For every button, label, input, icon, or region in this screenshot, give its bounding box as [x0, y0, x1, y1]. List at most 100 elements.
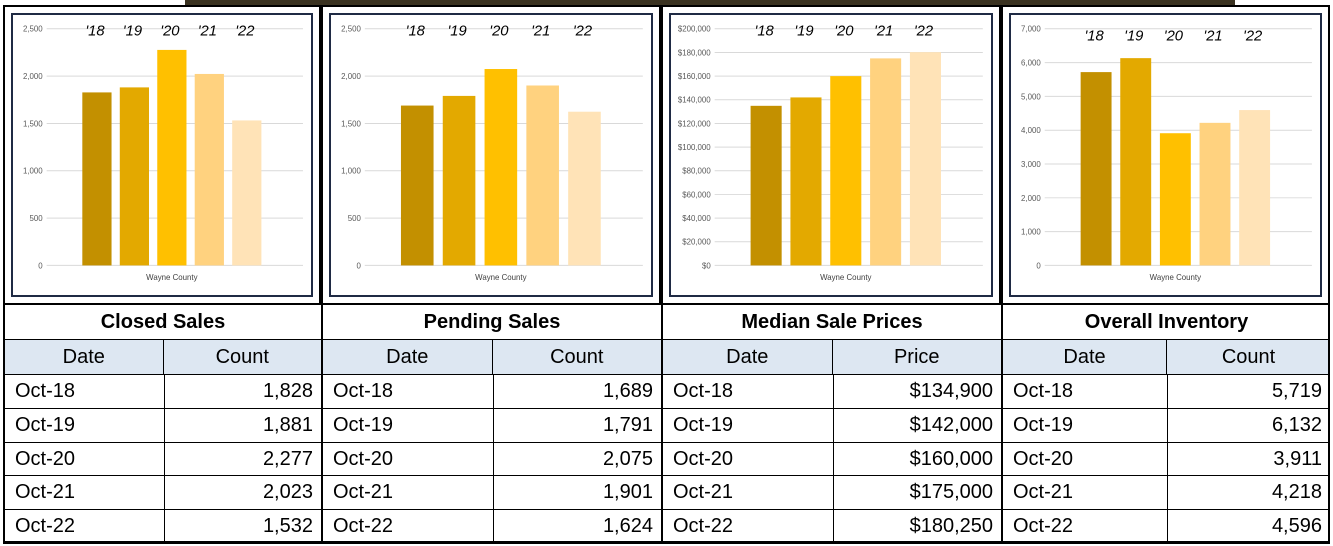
bar [1239, 110, 1271, 266]
table-header: Date Count [1003, 340, 1330, 375]
value-cell: $142,000 [909, 413, 993, 436]
value-cell: 5,719 [1271, 380, 1322, 402]
value-cell: $175,000 [909, 481, 993, 504]
date-cell: Oct-21 [1003, 476, 1168, 510]
x-axis-label: Wayne County [146, 273, 197, 282]
date-cell: Oct-19 [5, 408, 165, 442]
bar [232, 120, 262, 266]
date-cell: Oct-22 [323, 510, 494, 543]
table-title: Pending Sales [323, 305, 661, 340]
table-row: Oct-21 1,901 [323, 476, 661, 511]
y-tick-label: 1,000 [341, 167, 361, 176]
y-tick-label: 2,000 [1021, 194, 1041, 203]
category-label: '21 [1203, 29, 1222, 45]
column-header-price: Price [893, 346, 940, 368]
table-row: Oct-19 $142,000 [663, 408, 1001, 443]
chart-frame: 0 500 1,000 1,500 2,000 2,500 '18 '19 '20 '21 '22 W… [329, 13, 653, 297]
category-label: '18 [755, 24, 775, 40]
y-tick-label: 2,000 [23, 72, 43, 81]
bar [526, 85, 559, 266]
chart-frame: 0 1,000 2,000 3,000 4,000 5,000 6,000 7,000 '18 '… [1009, 13, 1322, 297]
column-header-date: Date [663, 340, 833, 374]
table-row: Oct-18 1,828 [5, 375, 321, 409]
y-tick-label: 4,000 [1021, 126, 1041, 135]
date-cell: Oct-21 [5, 476, 165, 510]
table-row: Oct-18 1,689 [323, 375, 661, 409]
date-cell: Oct-22 [663, 510, 834, 543]
value-cell: 1,791 [602, 413, 653, 436]
date-cell: Oct-22 [5, 510, 165, 543]
column-header-date: Date [5, 340, 164, 374]
table-row: Oct-21 4,218 [1003, 476, 1330, 511]
category-label: '22 [573, 24, 592, 40]
category-label: '22 [914, 24, 933, 40]
bar [1080, 72, 1112, 266]
bar [750, 105, 782, 266]
value-cell: 2,023 [262, 481, 313, 504]
value-cell: 6,132 [1271, 413, 1322, 436]
table-median-sale-prices: Median Sale Prices Date Price Oct-18 $134… [661, 305, 1001, 544]
value-cell: 1,881 [262, 413, 313, 436]
category-label: '19 [794, 24, 813, 40]
date-cell: Oct-20 [323, 442, 494, 476]
chart-panel-closed-sales: 0 500 1,000 1,500 2,000 2,500 '18 '19 '20 '21 '22 W… [3, 5, 321, 305]
date-cell: Oct-18 [5, 375, 165, 408]
table-row: Oct-19 6,132 [1003, 408, 1330, 443]
table-row: Oct-21 2,023 [5, 476, 321, 511]
y-tick-label: 500 [348, 214, 362, 223]
bar [1120, 58, 1152, 266]
table-row: Oct-22 $180,250 [663, 510, 1001, 544]
y-tick-label: 1,000 [23, 167, 43, 176]
table-row: Oct-18 $134,900 [663, 375, 1001, 409]
y-tick-label: $120,000 [678, 119, 711, 128]
top-accent-bar [185, 0, 1235, 5]
category-label: '20 [834, 24, 854, 40]
y-tick-label: 3,000 [1021, 160, 1041, 169]
date-cell: Oct-20 [1003, 442, 1168, 476]
category-label: '19 [1124, 29, 1143, 45]
y-tick-label: $60,000 [682, 190, 711, 199]
date-cell: Oct-18 [323, 375, 494, 408]
table-closed-sales: Closed Sales Date Count Oct-18 1,828 Oct-… [3, 305, 321, 544]
bar [870, 58, 902, 266]
report-grid: 0 500 1,000 1,500 2,000 2,500 '18 '19 '20 '21 '22 W… [3, 5, 1330, 544]
value-cell: 2,277 [262, 447, 313, 470]
bar [82, 92, 112, 266]
value-cell: 4,218 [1271, 481, 1322, 504]
table-row: Oct-20 $160,000 [663, 442, 1001, 477]
value-cell: 1,624 [602, 515, 653, 538]
column-header-count: Count [550, 346, 604, 368]
overall-inventory-chart: 0 1,000 2,000 3,000 4,000 5,000 6,000 7,000 '18 '… [1021, 25, 1312, 282]
y-tick-label: $80,000 [682, 167, 711, 176]
column-header-count: Count [215, 346, 269, 368]
y-tick-label: 5,000 [1021, 92, 1041, 101]
table-header: Date Count [5, 340, 321, 375]
bar [400, 105, 434, 266]
bar [119, 87, 150, 266]
value-cell: $134,900 [909, 380, 993, 402]
table-row: Oct-22 4,596 [1003, 510, 1330, 544]
y-tick-label: 0 [356, 261, 361, 270]
date-cell: Oct-19 [663, 408, 834, 442]
category-label: '18 [85, 24, 105, 40]
table-overall-inventory: Overall Inventory Date Count Oct-18 5,719… [1001, 305, 1330, 544]
category-label: '19 [447, 24, 466, 40]
y-tick-label: $0 [702, 261, 711, 270]
value-cell: 1,532 [262, 515, 313, 538]
value-cell: $160,000 [909, 447, 993, 470]
value-cell: $180,250 [909, 515, 993, 538]
chart-frame: 0 500 1,000 1,500 2,000 2,500 '18 '19 '20 '21 '22 W… [11, 13, 313, 297]
date-cell: Oct-20 [663, 442, 834, 476]
value-cell: 1,828 [262, 380, 313, 402]
chart-panel-overall-inventory: 0 1,000 2,000 3,000 4,000 5,000 6,000 7,000 '18 '… [1001, 5, 1330, 305]
y-tick-label: $20,000 [682, 238, 711, 247]
category-label: '20 [489, 24, 509, 40]
table-header: Date Price [663, 340, 1001, 375]
y-tick-label: $160,000 [678, 72, 711, 81]
category-label: '20 [160, 24, 180, 40]
category-label: '22 [235, 24, 254, 40]
table-row: Oct-21 $175,000 [663, 476, 1001, 511]
right-border [1328, 5, 1330, 543]
date-cell: Oct-18 [663, 375, 834, 408]
y-tick-label: $140,000 [678, 96, 711, 105]
